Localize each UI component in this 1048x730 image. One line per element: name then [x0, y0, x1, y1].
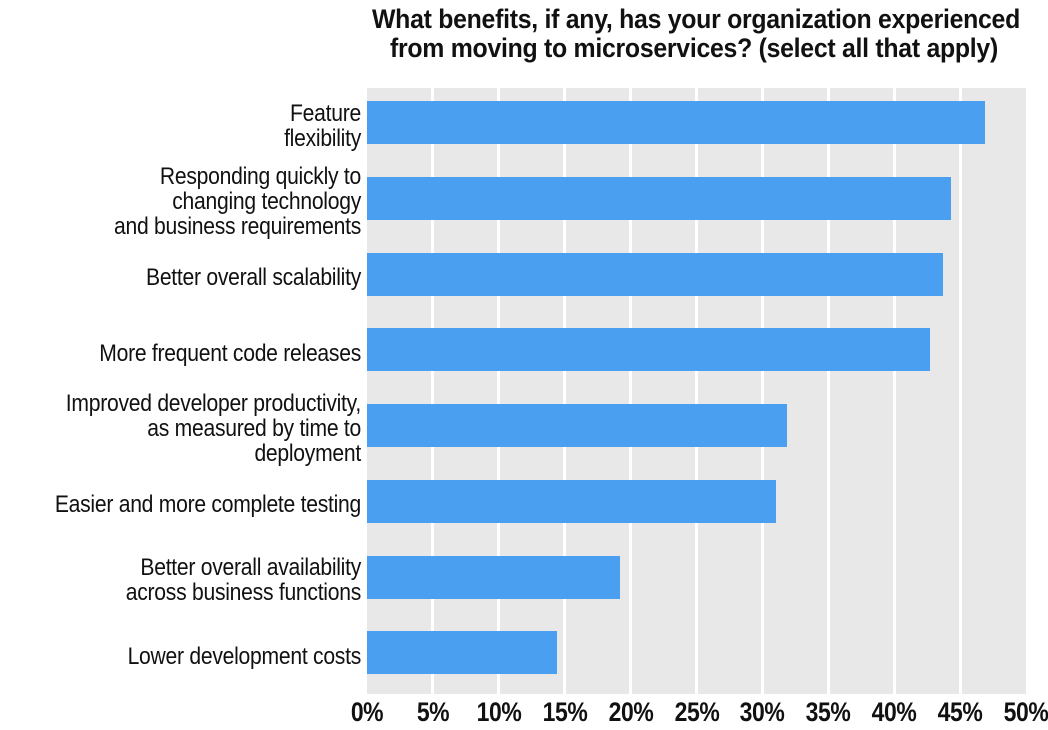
x-tick-label-30: 30% [740, 697, 785, 727]
x-tick-label-25: 25% [674, 697, 719, 727]
bar-better-overall-scalability [367, 252, 943, 296]
category-label-improved-developer-productivity: Improved developer productivity, as measu… [65, 390, 361, 468]
x-tick-label-0: 0% [350, 697, 384, 727]
x-tick-label-5: 5% [416, 697, 450, 727]
bar-responding-quickly-to [367, 176, 951, 220]
x-tick-label-15: 15% [542, 697, 588, 727]
x-axis: 0% 5% 10% 15% 20% 25% 30% 35% 40% 45% 50% [351, 697, 1048, 729]
category-label-responding-quickly-to: Responding quickly to changing technology… [114, 163, 361, 241]
category-label-feature-flexibility: Feature flexibility [284, 99, 361, 152]
category-label-better-overall-availability: Better overall availability across busine… [125, 554, 361, 607]
gridline-15 [563, 88, 567, 694]
x-tick-label-35: 35% [805, 697, 851, 727]
bar-easier-and-more [367, 479, 776, 523]
x-tick-label-40: 40% [871, 697, 917, 727]
gridline-10 [497, 88, 501, 694]
bar-better-overall-availability [367, 555, 621, 599]
category-label-easier-and-more: Easier and more complete testing [54, 491, 361, 519]
x-tick-label-20: 20% [608, 697, 653, 727]
bar-more-frequent-code [367, 328, 930, 372]
category-label-more-frequent-code: More frequent code releases [99, 339, 362, 367]
x-tick-label-50: 50% [1003, 697, 1048, 727]
gridline-25 [695, 88, 698, 694]
x-tick-label-10: 10% [476, 697, 522, 727]
bar-lower-development-costs [367, 631, 557, 675]
chart-title: What benefits, if any, has your organiza… [372, 4, 1020, 63]
gridline-35 [826, 88, 830, 694]
x-tick-label-45: 45% [937, 697, 983, 727]
category-label-better-overall-scalability: Better overall scalability [146, 263, 361, 291]
gridline-5 [431, 88, 435, 694]
chart-title-line-2: from moving to microservices? (select al… [390, 33, 998, 63]
gridline-30 [760, 88, 764, 694]
gridline-20 [629, 88, 633, 694]
gridline-45 [958, 88, 962, 694]
chart-title-line-1: What benefits, if any, has your organiza… [372, 4, 1020, 34]
plot-area [367, 88, 1026, 694]
bar-improved-developer-productivity [367, 404, 788, 447]
category-label-lower-development-costs: Lower development costs [127, 642, 362, 670]
bar-feature-flexibility [367, 101, 986, 144]
gridline-40 [892, 88, 896, 694]
